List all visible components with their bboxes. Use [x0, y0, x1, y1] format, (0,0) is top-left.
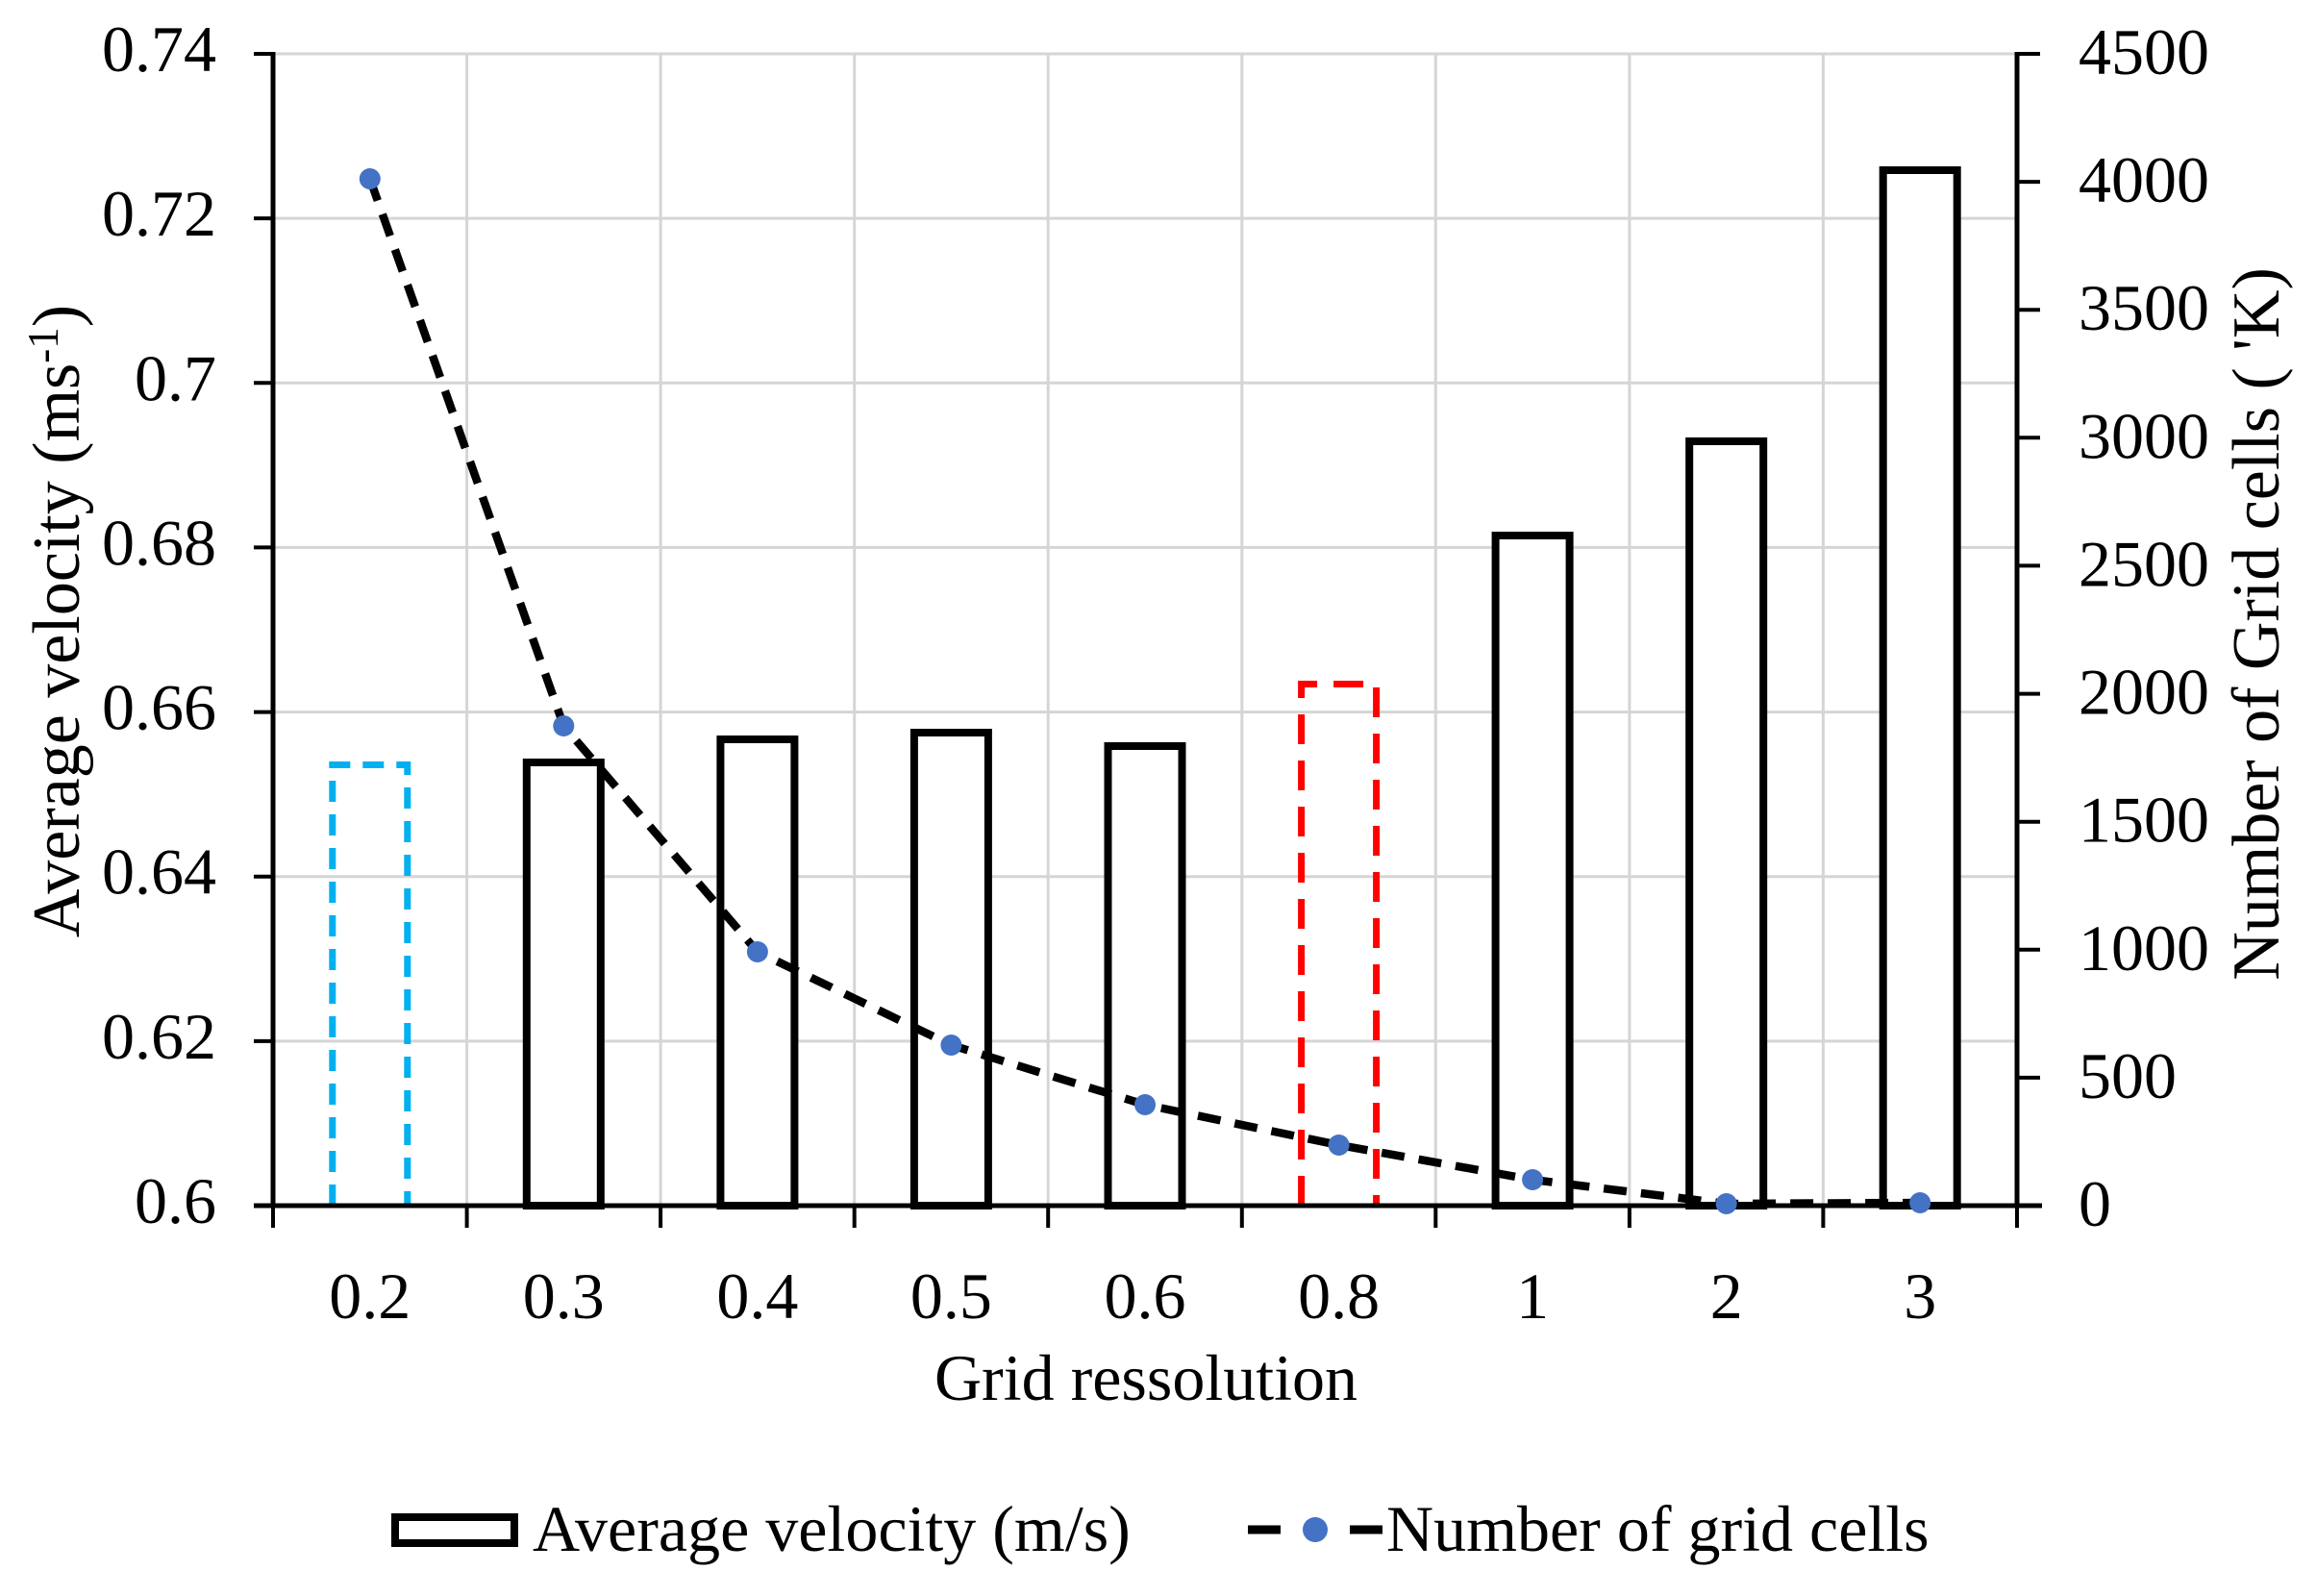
svg-text:3500: 3500	[2079, 271, 2209, 344]
svg-text:0.8: 0.8	[1298, 1259, 1380, 1333]
svg-text:Number of Grid cells ( 'K): Number of Grid cells ( 'K)	[2220, 267, 2294, 981]
svg-text:0.5: 0.5	[910, 1259, 992, 1333]
svg-text:0.7: 0.7	[135, 341, 216, 414]
svg-text:0: 0	[2079, 1167, 2111, 1240]
svg-text:2500: 2500	[2079, 527, 2209, 600]
svg-text:3000: 3000	[2079, 399, 2209, 472]
svg-text:0.74: 0.74	[102, 12, 216, 86]
svg-text:0.68: 0.68	[102, 506, 216, 579]
svg-text:Number of grid cells: Number of grid cells	[1386, 1492, 1930, 1565]
svg-text:1000: 1000	[2079, 911, 2209, 985]
svg-text:0.66: 0.66	[102, 671, 216, 744]
svg-text:0.6: 0.6	[135, 1164, 216, 1237]
svg-text:1: 1	[1516, 1259, 1549, 1333]
svg-text:1500: 1500	[2079, 784, 2209, 857]
svg-text:Average velocity (ms-1): Average velocity (ms-1)	[19, 305, 94, 937]
svg-text:Grid ressolution: Grid ressolution	[934, 1341, 1357, 1414]
svg-text:0.3: 0.3	[523, 1259, 605, 1333]
svg-text:0.62: 0.62	[102, 1000, 216, 1073]
svg-text:4000: 4000	[2079, 143, 2209, 216]
svg-text:0.2: 0.2	[329, 1259, 411, 1333]
svg-text:4500: 4500	[2079, 15, 2209, 88]
svg-text:0.4: 0.4	[716, 1259, 798, 1333]
svg-text:Average velocity (m/s): Average velocity (m/s)	[533, 1492, 1131, 1565]
svg-text:500: 500	[2079, 1039, 2177, 1112]
svg-text:0.64: 0.64	[102, 835, 216, 909]
svg-text:0.6: 0.6	[1105, 1259, 1186, 1333]
svg-text:2: 2	[1710, 1259, 1743, 1333]
svg-text:2000: 2000	[2079, 656, 2209, 729]
svg-text:0.72: 0.72	[102, 177, 216, 250]
svg-text:3: 3	[1904, 1259, 1936, 1333]
